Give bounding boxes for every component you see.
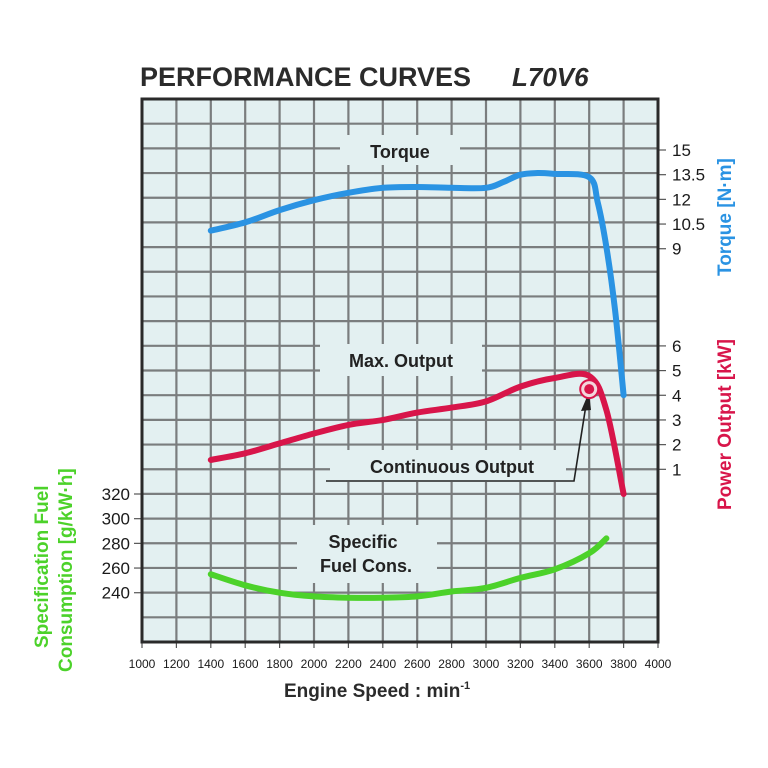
torque-curve bbox=[207, 169, 627, 399]
power-tick-label: 4 bbox=[672, 386, 681, 405]
x-tick-label: 3200 bbox=[507, 657, 534, 671]
power-tick-label: 2 bbox=[672, 436, 681, 455]
x-tick-label: 1400 bbox=[197, 657, 224, 671]
y-axis-ticks: 15 13.5 12 10.5 9 6 5 4 3 2 1 320 300 280 260 240 bbox=[102, 141, 705, 603]
x-tick-label: 1600 bbox=[232, 657, 259, 671]
torque-axis-title: Torque [N·m] bbox=[715, 158, 736, 276]
x-axis-ticks: 1000 1200 1400 1600 1800 2000 2200 2400 2600 2800… bbox=[129, 642, 672, 671]
power-tick-label: 1 bbox=[672, 460, 681, 479]
sfc-curve-label-line1: Specific bbox=[328, 532, 397, 552]
power-tick-label: 5 bbox=[672, 362, 681, 381]
max-output-curve-label: Max. Output bbox=[349, 351, 453, 371]
torque-tick-label: 10.5 bbox=[672, 215, 705, 234]
x-axis-title-superscript: -1 bbox=[460, 680, 470, 692]
power-tick-label: 3 bbox=[672, 411, 681, 430]
sfc-tick-label: 300 bbox=[102, 510, 130, 529]
torque-curve-label: Torque bbox=[370, 142, 430, 162]
torque-tick-label: 15 bbox=[672, 141, 691, 160]
continuous-output-dot bbox=[584, 384, 595, 395]
x-tick-label: 1800 bbox=[266, 657, 293, 671]
x-tick-label: 1200 bbox=[163, 657, 190, 671]
torque-tick-label: 12 bbox=[672, 190, 691, 209]
sfc-tick-label: 260 bbox=[102, 559, 130, 578]
x-tick-label: 1000 bbox=[129, 657, 156, 671]
x-tick-label: 2000 bbox=[301, 657, 328, 671]
continuous-output-leader bbox=[326, 404, 587, 482]
series-group bbox=[207, 169, 627, 601]
x-tick-label: 2200 bbox=[335, 657, 362, 671]
x-tick-label: 2600 bbox=[404, 657, 431, 671]
sfc-axis-title-line1: Specification Fuel bbox=[32, 485, 53, 648]
plot-frame bbox=[140, 97, 660, 644]
torque-label-bg bbox=[340, 135, 460, 165]
x-tick-label: 3800 bbox=[610, 657, 637, 671]
sfc-label-bg bbox=[297, 525, 437, 583]
torque-tick-label: 13.5 bbox=[672, 166, 705, 185]
chart-title: PERFORMANCE CURVES bbox=[140, 62, 471, 92]
x-tick-label: 2800 bbox=[438, 657, 465, 671]
x-tick-label: 3000 bbox=[473, 657, 500, 671]
torque-tick-label: 9 bbox=[672, 240, 681, 259]
specific-fuel-cons-curve bbox=[207, 535, 610, 601]
x-tick-label: 4000 bbox=[645, 657, 672, 671]
sfc-axis-title-line2: Consumption [g/kW·h] bbox=[56, 468, 77, 672]
x-axis-title-text: Engine Speed : min bbox=[284, 681, 460, 702]
continuous-output-label: Continuous Output bbox=[370, 457, 534, 477]
power-tick-label: 6 bbox=[672, 337, 681, 356]
x-tick-label: 3600 bbox=[576, 657, 603, 671]
max-output-label-bg bbox=[320, 344, 482, 376]
power-axis-title: Power Output [kW] bbox=[715, 339, 736, 510]
max-output-curve bbox=[207, 370, 627, 497]
continuous-output-label-bg bbox=[330, 450, 566, 482]
continuous-output-marker bbox=[579, 379, 600, 400]
sfc-tick-label: 280 bbox=[102, 534, 130, 553]
sfc-curve-label-line2: Fuel Cons. bbox=[320, 556, 412, 576]
chart-model: L70V6 bbox=[512, 62, 589, 92]
sfc-tick-label: 240 bbox=[102, 584, 130, 603]
x-axis-title: Engine Speed : min-1 bbox=[284, 680, 470, 702]
x-tick-label: 2400 bbox=[369, 657, 396, 671]
sfc-tick-label: 320 bbox=[102, 485, 130, 504]
x-tick-label: 3400 bbox=[541, 657, 568, 671]
